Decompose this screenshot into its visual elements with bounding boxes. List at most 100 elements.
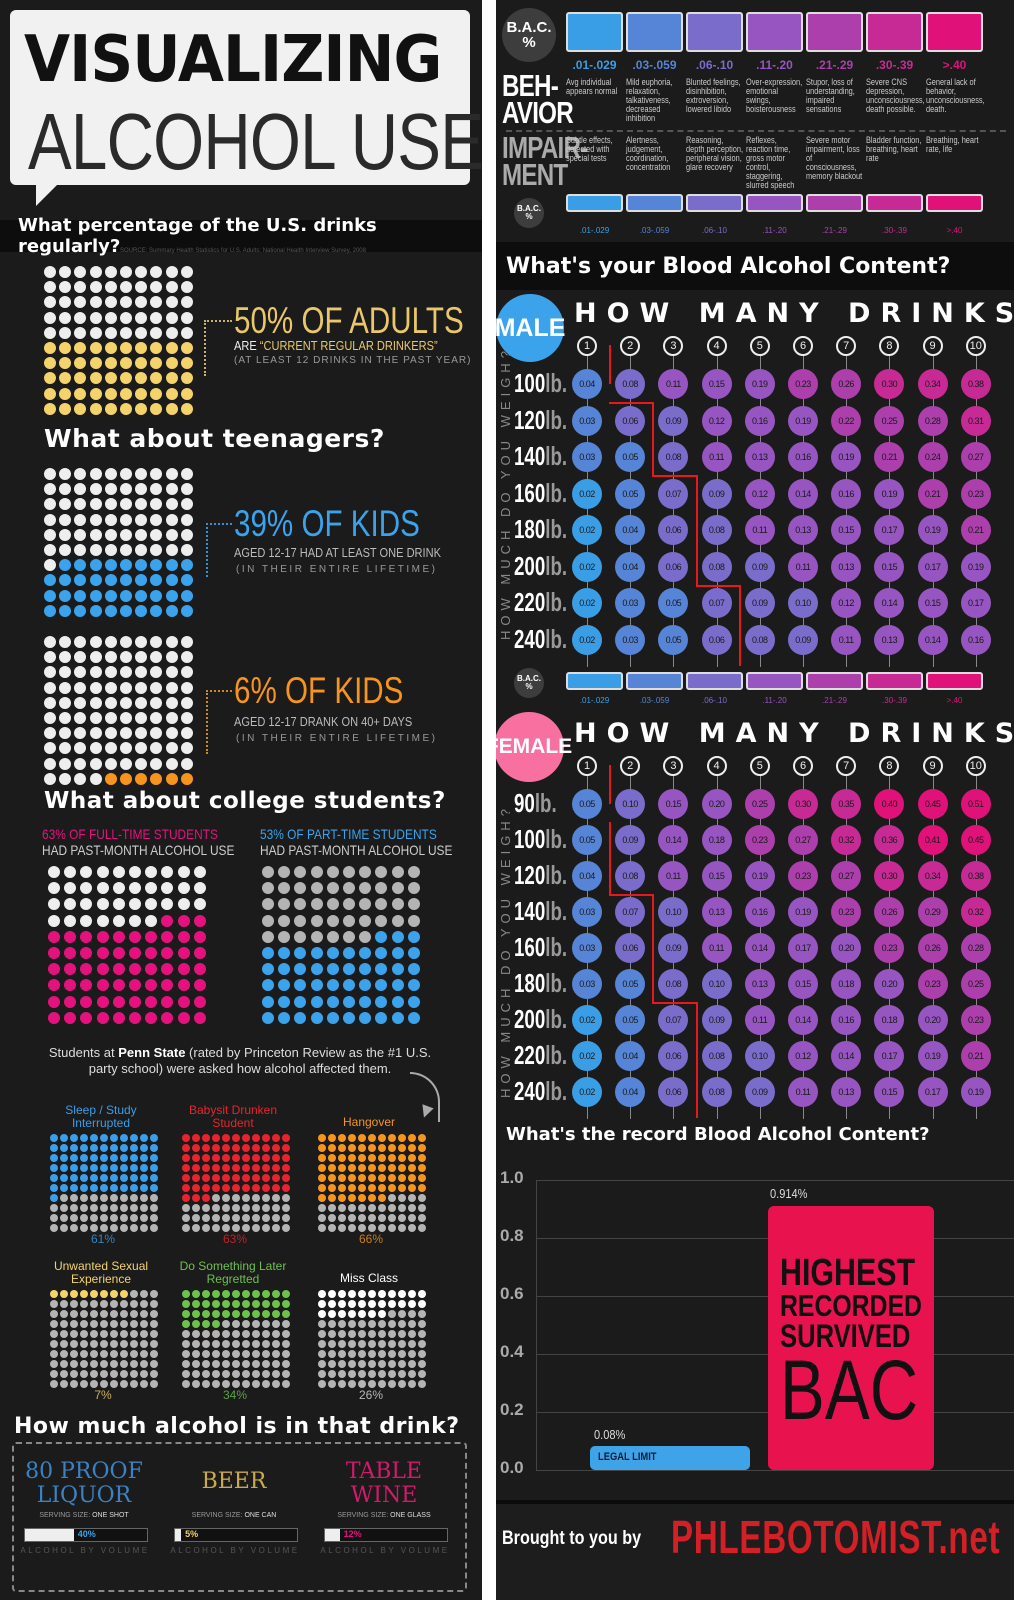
dot <box>192 1184 200 1192</box>
dot <box>120 1184 128 1192</box>
dot <box>272 1214 280 1222</box>
dot <box>252 1350 260 1358</box>
dot <box>119 528 132 541</box>
dot <box>100 1224 108 1232</box>
bac-value: 0.23 <box>960 1005 991 1035</box>
bac-range-label: .21-.29 <box>822 226 847 235</box>
dot <box>161 995 174 1008</box>
dot <box>388 1350 396 1358</box>
dot <box>64 866 77 878</box>
dot <box>100 1330 108 1338</box>
bac-scale-cell <box>686 12 743 52</box>
dot <box>180 681 193 694</box>
bac-value: 0.03 <box>615 588 646 618</box>
bac-value: 0.15 <box>788 969 818 999</box>
dot <box>272 1330 280 1338</box>
dot <box>242 1164 250 1172</box>
dot <box>110 1300 118 1308</box>
dot <box>272 1134 280 1142</box>
dot <box>180 696 193 709</box>
dot <box>368 1214 376 1222</box>
dot <box>135 666 148 679</box>
dot <box>388 1174 396 1182</box>
dot <box>130 1290 138 1298</box>
dot <box>44 559 56 572</box>
dot <box>338 1144 346 1152</box>
bac-range-label: .21-.29 <box>815 58 854 72</box>
bac-value: 0.30 <box>874 861 905 891</box>
dot <box>388 1360 396 1368</box>
behavior-desc: Severe CNS depression, unconsciousness, … <box>866 77 925 114</box>
dot <box>90 1290 98 1298</box>
dot <box>89 757 102 770</box>
dot <box>328 1320 336 1328</box>
abv-bar: 5% <box>174 1528 298 1542</box>
dot <box>150 311 163 324</box>
dot <box>328 1300 336 1308</box>
dot <box>89 402 102 415</box>
dot <box>150 1154 158 1162</box>
bac-value: 0.34 <box>917 369 948 399</box>
dot <box>398 1184 406 1192</box>
bac-value: 0.06 <box>658 1077 689 1107</box>
psu-percent: 26% <box>358 1388 384 1402</box>
dot <box>368 1330 376 1338</box>
dot <box>368 1320 376 1328</box>
dot <box>70 1350 78 1358</box>
dot <box>135 387 148 400</box>
dot <box>338 1214 346 1222</box>
dot <box>48 1011 60 1024</box>
brand-link[interactable]: PHLEBOTOMIST.net <box>671 1511 1001 1563</box>
dot <box>418 1350 426 1358</box>
dot <box>212 1154 220 1162</box>
dot <box>145 963 158 976</box>
dot <box>150 1224 158 1232</box>
dot <box>242 1154 250 1162</box>
dot <box>110 1290 118 1298</box>
dot <box>418 1134 426 1142</box>
dot <box>338 1290 346 1298</box>
dot <box>358 1224 366 1232</box>
dot <box>59 513 72 526</box>
dot <box>59 559 72 572</box>
dot <box>202 1340 210 1348</box>
teens-40days-sub2: (IN THEIR ENTIRE LIFETIME) <box>236 733 438 744</box>
dot <box>120 1204 128 1212</box>
dot <box>150 1204 158 1212</box>
dot <box>318 1340 326 1348</box>
dot <box>180 468 193 480</box>
dot <box>135 757 148 770</box>
dot <box>150 266 163 278</box>
dot <box>348 1380 356 1388</box>
dot <box>150 326 163 339</box>
dot <box>135 468 148 480</box>
dot <box>182 1320 190 1328</box>
dot <box>89 604 102 617</box>
dot <box>222 1144 230 1152</box>
dot <box>120 1350 128 1358</box>
dot <box>252 1290 260 1298</box>
dot <box>182 1204 190 1212</box>
drink-number: 6 <box>793 756 813 776</box>
dot <box>398 1134 406 1142</box>
dot <box>242 1310 250 1318</box>
dot <box>90 1154 98 1162</box>
dot <box>358 1320 366 1328</box>
dot <box>44 326 56 339</box>
dot <box>135 589 148 602</box>
dot <box>359 1011 372 1024</box>
dot <box>342 898 355 911</box>
dot <box>80 914 93 927</box>
dot <box>272 1370 280 1378</box>
dot <box>89 326 102 339</box>
dot <box>342 914 355 927</box>
dot <box>89 528 102 541</box>
dot <box>165 651 178 664</box>
dot <box>74 772 87 785</box>
dot <box>418 1370 426 1378</box>
dot <box>150 372 163 385</box>
dot <box>375 914 388 927</box>
dot <box>342 882 355 895</box>
bac-range-label: .03-.059 <box>632 58 677 72</box>
dot <box>182 1154 190 1162</box>
